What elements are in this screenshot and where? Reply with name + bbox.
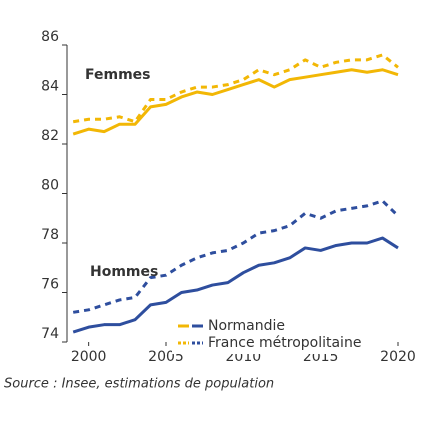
legend-box [172, 316, 352, 354]
y-tick-label: 78 [41, 227, 59, 243]
y-tick-label: 74 [41, 326, 59, 342]
annotation: Hommes [90, 264, 158, 280]
source: Source : Insee, estimations de populatio… [4, 377, 274, 392]
line-series [72, 53, 399, 124]
line-series [72, 236, 399, 334]
annotation: Femmes [85, 67, 151, 83]
y-tick-label: 76 [41, 277, 59, 293]
line-series [72, 199, 400, 314]
x-tick-label: 2020 [380, 349, 416, 365]
legend-label: Normandie [208, 318, 285, 334]
line-series [72, 68, 399, 136]
y-tick-label: 80 [41, 178, 59, 194]
x-tick-label: 2000 [71, 349, 107, 365]
y-tick-label: 82 [41, 128, 59, 144]
y-tick-label: 84 [41, 79, 59, 95]
y-tick-label: 86 [41, 29, 59, 45]
legend-label: France métropolitaine [208, 335, 361, 351]
